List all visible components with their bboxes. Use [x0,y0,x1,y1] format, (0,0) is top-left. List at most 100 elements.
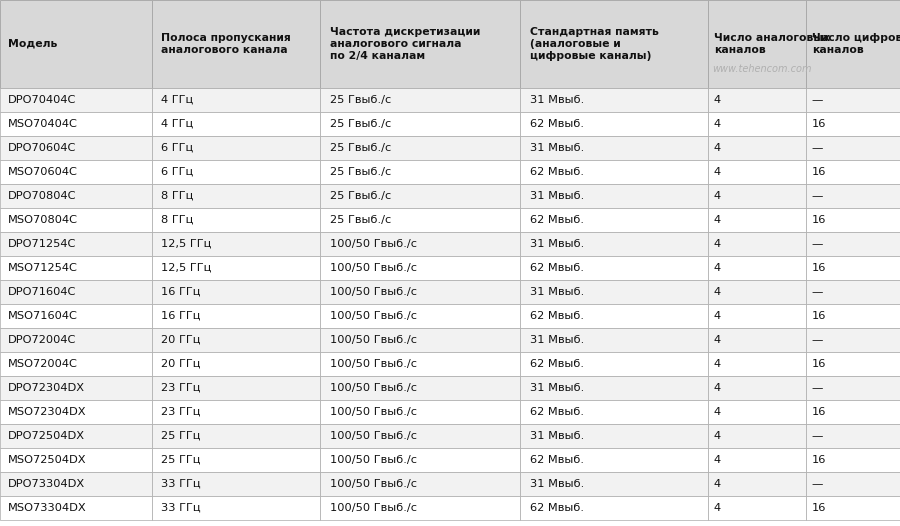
Text: DPO70604C: DPO70604C [8,143,76,153]
Text: —: — [812,239,824,249]
Text: 62 Мвыб.: 62 Мвыб. [529,455,583,465]
Bar [0,304,152,328]
Bar [806,232,900,256]
Text: 100/50 Гвыб./с: 100/50 Гвыб./с [330,335,417,345]
Text: Модель: Модель [8,39,58,49]
Bar [0,88,152,112]
Bar [320,472,520,496]
Bar [520,400,708,424]
Text: 100/50 Гвыб./с: 100/50 Гвыб./с [330,311,417,321]
Text: Число цифровых
каналов: Число цифровых каналов [812,33,900,55]
Bar [708,208,806,232]
Bar [320,232,520,256]
Bar [806,448,900,472]
Text: DPO71254C: DPO71254C [8,239,76,249]
Bar [806,160,900,184]
Text: 16: 16 [812,263,826,273]
Bar [520,280,708,304]
Bar [708,352,806,376]
Bar [806,256,900,280]
Text: —: — [812,95,824,105]
Text: DPO72304DX: DPO72304DX [8,383,86,393]
Text: 31 Мвыб.: 31 Мвыб. [529,191,584,201]
Text: 20 ГГц: 20 ГГц [161,359,200,369]
Text: 25 ГГц: 25 ГГц [161,431,200,441]
Text: MSO70804C: MSO70804C [8,215,78,225]
Text: www.tehencom.com: www.tehencom.com [712,64,812,74]
Bar [806,304,900,328]
Bar [708,0,806,88]
Text: 4: 4 [714,263,721,273]
Text: MSO71254C: MSO71254C [8,263,78,273]
Text: —: — [812,383,824,393]
Bar [0,184,152,208]
Bar [806,424,900,448]
Bar [0,232,152,256]
Text: Стандартная память
(аналоговые и
цифровые каналы): Стандартная память (аналоговые и цифровы… [529,27,659,62]
Text: 100/50 Гвыб./с: 100/50 Гвыб./с [330,263,417,273]
Bar [806,112,900,136]
Bar [152,448,320,472]
Bar [806,0,900,88]
Bar [520,424,708,448]
Text: MSO72304DX: MSO72304DX [8,407,86,417]
Bar [806,184,900,208]
Text: MSO73304DX: MSO73304DX [8,503,86,513]
Bar [806,400,900,424]
Text: 23 ГГц: 23 ГГц [161,407,200,417]
Bar [152,400,320,424]
Text: 8 ГГц: 8 ГГц [161,215,194,225]
Text: DPO71604C: DPO71604C [8,287,76,297]
Bar [520,136,708,160]
Bar [0,376,152,400]
Text: 16: 16 [812,167,826,177]
Bar [152,352,320,376]
Text: DPO70404C: DPO70404C [8,95,76,105]
Bar [152,136,320,160]
Text: DPO72504DX: DPO72504DX [8,431,86,441]
Bar [320,424,520,448]
Bar [520,208,708,232]
Text: 33 ГГц: 33 ГГц [161,503,201,513]
Bar [806,88,900,112]
Text: 4: 4 [714,287,721,297]
Bar [152,280,320,304]
Text: 4: 4 [714,359,721,369]
Bar [152,424,320,448]
Bar [520,112,708,136]
Text: 4: 4 [714,311,721,321]
Bar [320,496,520,520]
Bar [0,208,152,232]
Text: 31 Мвыб.: 31 Мвыб. [529,479,584,489]
Bar [0,472,152,496]
Bar [806,496,900,520]
Text: Частота дискретизации
аналогового сигнала
по 2/4 каналам: Частота дискретизации аналогового сигнал… [330,27,481,62]
Text: 25 Гвыб./с: 25 Гвыб./с [330,119,392,129]
Bar [320,304,520,328]
Bar [320,136,520,160]
Bar [520,0,708,88]
Bar [520,232,708,256]
Bar [520,472,708,496]
Text: 100/50 Гвыб./с: 100/50 Гвыб./с [330,383,417,393]
Text: —: — [812,287,824,297]
Bar [152,256,320,280]
Bar [152,112,320,136]
Bar [520,376,708,400]
Bar [708,160,806,184]
Text: 25 Гвыб./с: 25 Гвыб./с [330,191,392,201]
Text: 100/50 Гвыб./с: 100/50 Гвыб./с [330,455,417,465]
Text: 31 Мвыб.: 31 Мвыб. [529,431,584,441]
Text: DPO73304DX: DPO73304DX [8,479,86,489]
Bar [320,448,520,472]
Bar [708,280,806,304]
Text: 8 ГГц: 8 ГГц [161,191,194,201]
Text: 16: 16 [812,407,826,417]
Text: 100/50 Гвыб./с: 100/50 Гвыб./с [330,359,417,369]
Bar [320,328,520,352]
Text: 4: 4 [714,119,721,129]
Text: MSO70604C: MSO70604C [8,167,78,177]
Bar [708,424,806,448]
Text: 16: 16 [812,215,826,225]
Bar [0,0,152,88]
